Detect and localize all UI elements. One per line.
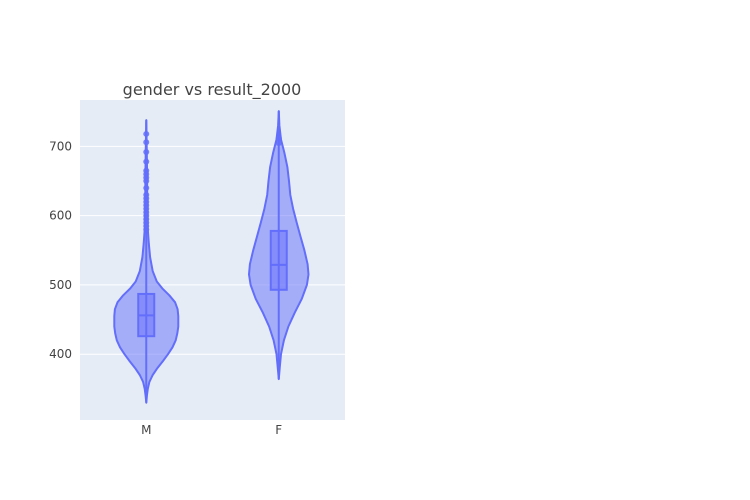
y-tick-label-700: 700 [49,139,72,153]
outlier-M-17 [143,148,150,155]
outlier-F-0 [275,139,282,146]
outlier-M-10 [143,191,150,198]
outlier-M-15 [143,167,150,174]
violins [113,110,310,404]
outlier-M-18 [143,139,150,146]
x-tick-label-M: M [141,423,151,437]
box-F [269,229,288,291]
x-tick-label-F: F [275,423,282,437]
violin-F [248,110,310,381]
y-tick-labels: 400 500 600 700 [49,139,72,361]
outlier-F-1 [275,135,282,142]
y-tick-label-600: 600 [49,209,72,223]
y-tick-label-500: 500 [49,278,72,292]
outlier-M-11 [143,184,150,191]
violin-M [113,119,180,404]
outlier-M-16 [143,158,150,165]
y-tick-label-400: 400 [49,347,72,361]
chart-title: gender vs result_2000 [123,80,302,100]
outlier-M-19 [143,130,150,137]
